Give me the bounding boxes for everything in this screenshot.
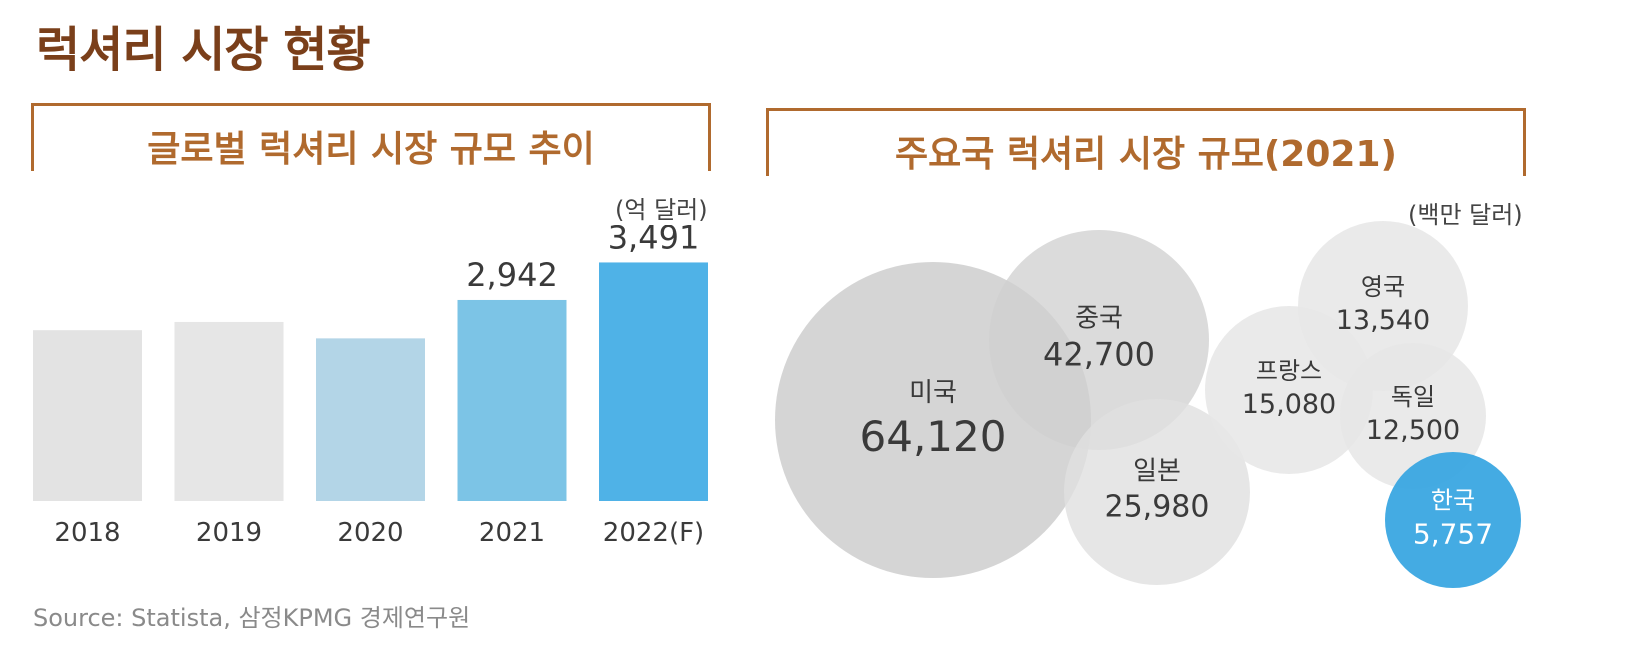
bar-chart-header: 글로벌 럭셔리 시장 규모 추이: [31, 103, 711, 171]
bubble-country-label: 영국: [1361, 273, 1405, 301]
bubble-value-label: 25,980: [1105, 490, 1210, 525]
bubble-value-label: 13,540: [1336, 305, 1430, 336]
bubble-chart-header: 주요국 럭셔리 시장 규모(2021): [766, 108, 1526, 176]
bar-2020: [316, 338, 425, 501]
x-tick-label: 2019: [196, 518, 262, 548]
page-title: 럭셔리 시장 현황: [36, 22, 371, 78]
x-tick-label: 2021: [479, 518, 545, 548]
bar-2018: [33, 330, 142, 501]
bubble-country-label: 독일: [1391, 383, 1435, 411]
bar-value-label: 3,491: [608, 225, 700, 256]
bubble-3: [1064, 399, 1250, 585]
bar-chart-title: 글로벌 럭셔리 시장 규모 추이: [147, 129, 595, 170]
bubble-country-label: 중국: [1075, 303, 1123, 333]
bubble-value-label: 42,700: [1043, 336, 1155, 374]
source-note: Source: Statista, 삼정KPMG 경제연구원: [33, 604, 471, 632]
bar-2019: [174, 321, 284, 501]
bubble-country-label: 한국: [1431, 487, 1475, 515]
bar-value-label: 2,942: [466, 256, 558, 294]
bar-chart-unit: (억 달러): [615, 196, 708, 224]
bubble-country-label: 일본: [1133, 457, 1181, 487]
bubble-chart-unit: (백만 달러): [1408, 201, 1523, 229]
bar-chart: 2018 2019 2020 2,942 2021 3,491 2022(F): [33, 225, 708, 548]
bubble-chart-title: 주요국 럭셔리 시장 규모(2021): [895, 134, 1397, 175]
bar-2021: [457, 299, 567, 501]
x-tick-label: 2022(F): [603, 518, 704, 548]
bubble-value-label: 64,120: [860, 412, 1007, 461]
bubble-country-label: 프랑스: [1256, 357, 1322, 385]
bubble-2: [989, 230, 1209, 450]
x-tick-label: 2018: [54, 518, 120, 548]
bubble-value-label: 12,500: [1366, 415, 1460, 446]
x-tick-label: 2020: [337, 518, 403, 548]
bubble-country-label: 미국: [909, 378, 957, 408]
bubble-7: [1385, 452, 1521, 588]
bubble-value-label: 15,080: [1242, 389, 1336, 420]
bubble-value-label: 5,757: [1413, 517, 1493, 550]
bar-2022(F): [599, 262, 708, 501]
